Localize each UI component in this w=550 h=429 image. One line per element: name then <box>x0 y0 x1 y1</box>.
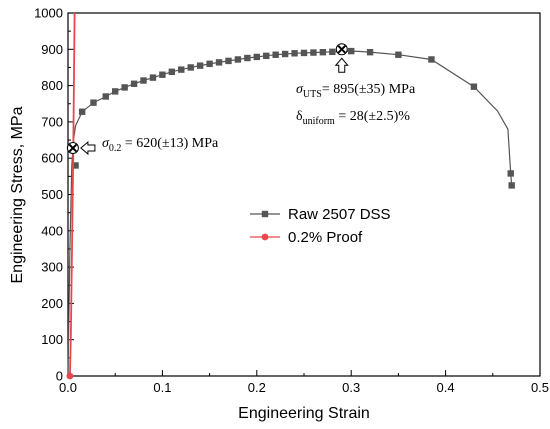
data-point-raw-2507-dss <box>300 49 308 57</box>
x-axis-title: Engineering Strain <box>238 405 370 422</box>
chart-legend: Raw 2507 DSS 0.2% Proof <box>250 206 391 246</box>
data-point-raw-2507-dss <box>272 51 279 58</box>
data-point-raw-2507-dss <box>140 77 147 84</box>
data-point-raw-2507-dss <box>225 57 232 65</box>
data-point-raw-2507-dss <box>168 68 176 76</box>
data-point-raw-2507-dss <box>121 84 128 91</box>
chart-series-layer <box>66 12 515 380</box>
plot-frame <box>67 12 541 377</box>
data-point-raw-2507-dss <box>187 64 194 71</box>
x-tick-label: 0.2 <box>248 380 266 395</box>
y-tick-label: 900 <box>41 42 63 57</box>
y-tick-label: 200 <box>41 296 63 311</box>
y-tick-label: 300 <box>41 260 63 275</box>
data-point-raw-2507-dss <box>102 93 109 100</box>
data-point-raw-2507-dss <box>329 48 336 56</box>
uniform-elongation-annotation-text: δuniform = 28(±2.5)% <box>296 109 410 127</box>
x-tick-label: 0.5 <box>531 380 549 395</box>
legend-marker-square <box>261 210 269 218</box>
data-point-raw-2507-dss <box>130 80 138 87</box>
data-point-raw-2507-dss <box>263 52 270 60</box>
yield-arrow <box>80 140 96 156</box>
data-point-raw-2507-dss <box>206 60 213 68</box>
uts-annotation-text: σUTS= 895(±35) MPa <box>296 82 416 100</box>
yield-marker <box>66 142 79 155</box>
data-point-raw-2507-dss <box>234 56 242 63</box>
data-point-raw-2507-dss <box>508 182 515 189</box>
data-point-raw-2507-dss <box>215 59 223 66</box>
data-point-proof <box>66 372 74 380</box>
y-tick-label: 500 <box>41 187 63 202</box>
data-point-raw-2507-dss <box>395 51 402 58</box>
x-tick-label: 0.1 <box>153 380 171 395</box>
chart-axes-layer: 0.0 0.1 0.2 0.3 0.4 0.5 0 100 200 300 400 500 600 700… <box>34 6 549 396</box>
y-axis-title: Engineering Stress, MPa <box>9 106 26 283</box>
data-point-raw-2507-dss <box>348 47 355 55</box>
yield-annotation-text: σ0.2 = 620(±13) MPa <box>102 136 219 154</box>
uts-marker <box>335 43 348 56</box>
x-tick-label: 0.3 <box>342 380 360 395</box>
y-tick-label: 100 <box>41 332 63 347</box>
uts-arrow <box>334 57 349 73</box>
data-point-raw-2507-dss <box>366 49 374 56</box>
data-point-raw-2507-dss <box>149 74 157 81</box>
data-point-raw-2507-dss <box>253 53 260 61</box>
y-tick-label: 800 <box>41 78 63 93</box>
x-mark-cross <box>337 45 346 54</box>
data-point-raw-2507-dss <box>470 83 478 90</box>
data-point-raw-2507-dss <box>310 49 317 56</box>
series-line-proof-0-2 <box>69 12 76 377</box>
data-point-raw-2507-dss <box>159 71 166 78</box>
legend-marker-circle <box>261 233 269 241</box>
data-point-raw-2507-dss <box>244 54 251 62</box>
chart-annotation-layer: σ0.2 = 620(±13) MPa σUTS= 895(±35) MPa δ… <box>66 43 416 156</box>
data-point-raw-2507-dss <box>178 66 185 73</box>
data-point-raw-2507-dss <box>196 62 204 69</box>
data-point-raw-2507-dss <box>319 49 327 56</box>
x-tick-label: 0.4 <box>437 380 455 395</box>
data-point-raw-2507-dss <box>72 162 79 169</box>
data-point-raw-2507-dss <box>281 50 289 58</box>
x-tick-label: 0.0 <box>59 380 77 395</box>
x-mark-cross <box>68 143 78 153</box>
legend-label: Raw 2507 DSS <box>288 206 391 223</box>
legend-label: 0.2% Proof <box>288 229 363 246</box>
y-tick-label: 600 <box>41 151 63 166</box>
data-point-raw-2507-dss <box>428 56 435 63</box>
data-point-raw-2507-dss <box>78 108 86 115</box>
y-tick-label: 700 <box>41 114 63 129</box>
y-tick-label: 1000 <box>34 6 63 21</box>
y-tick-label: 0 <box>56 369 63 384</box>
data-point-raw-2507-dss <box>507 170 514 177</box>
y-tick-label: 400 <box>41 223 63 238</box>
data-point-raw-2507-dss <box>291 50 298 57</box>
data-point-raw-2507-dss <box>90 99 97 106</box>
data-point-raw-2507-dss <box>112 88 119 95</box>
